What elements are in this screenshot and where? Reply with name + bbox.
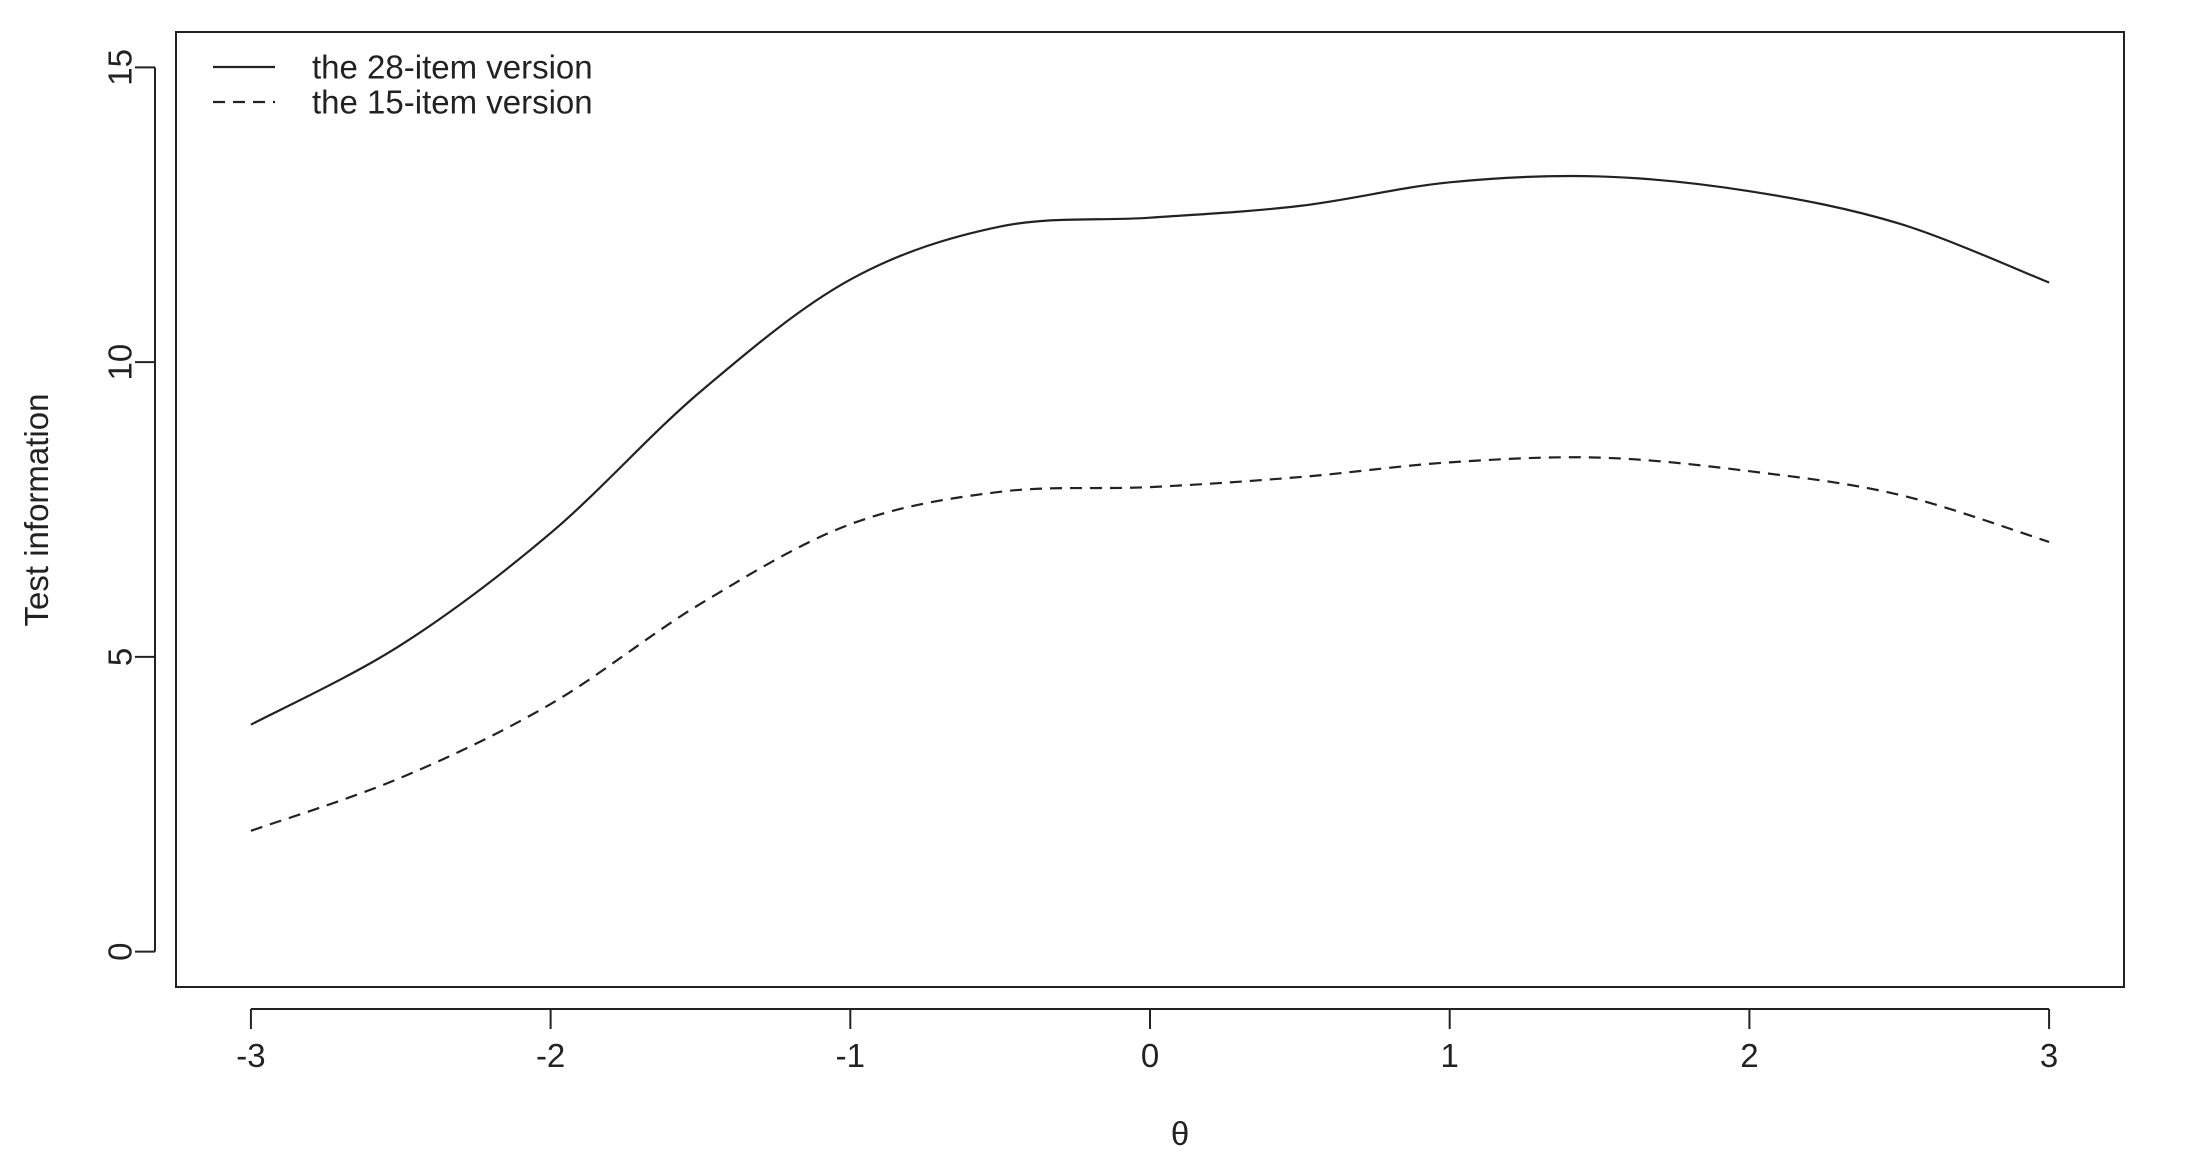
y-tick-label: 15 (102, 49, 139, 86)
series-layer (250, 174, 2050, 832)
x-tick-label: -3 (236, 1037, 265, 1074)
x-tick-label: 1 (1441, 1037, 1459, 1074)
x-tick-label: 2 (1740, 1037, 1758, 1074)
x-tick-label: -2 (536, 1037, 565, 1074)
x-tick-label: 0 (1141, 1037, 1159, 1074)
series-line-1 (250, 174, 2050, 726)
x-axis: -3 -2 -1 0 1 2 3 (236, 1008, 2058, 1074)
y-tick-label: 10 (102, 344, 139, 381)
x-tick-label: -1 (836, 1037, 865, 1074)
y-axis-title: Test information (18, 394, 55, 627)
y-tick-label: 5 (102, 648, 139, 666)
y-axis: 0 5 10 15 (102, 49, 156, 961)
legend-label-2: the 15-item version (312, 84, 593, 121)
legend-label-1: the 28-item version (312, 49, 593, 86)
plot-frame (175, 31, 2125, 988)
series-line-2 (250, 456, 2050, 832)
x-tick-label: 3 (2040, 1037, 2058, 1074)
x-axis-title: θ (1171, 1115, 1189, 1152)
y-tick-label: 0 (102, 942, 139, 960)
